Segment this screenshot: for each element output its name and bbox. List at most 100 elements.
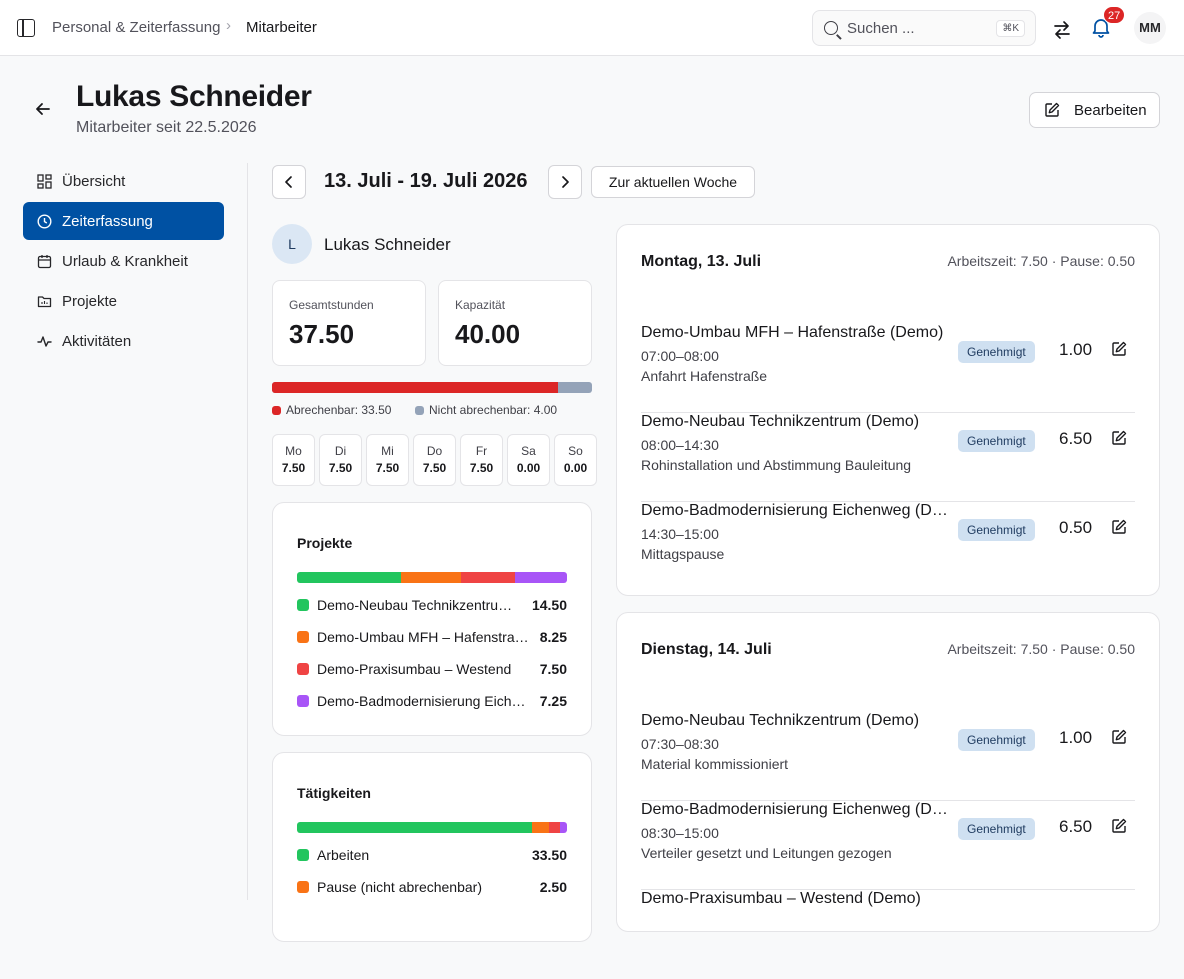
project-hours: 8.25 bbox=[539, 629, 567, 645]
back-arrow-icon[interactable] bbox=[32, 98, 54, 120]
entry-hours: 6.50 bbox=[1059, 429, 1093, 448]
billable-segment bbox=[272, 382, 558, 393]
billable-bar bbox=[272, 382, 592, 393]
day-card-monday: Montag, 13. Juli Arbeitszeit: 7.50 · Pau… bbox=[616, 224, 1160, 596]
status-badge: Genehmigt bbox=[958, 818, 1035, 840]
activity-hours: 33.50 bbox=[531, 847, 567, 863]
entry-time: 14:30–15:00 bbox=[641, 526, 719, 542]
entry-description: Mittagspause bbox=[641, 546, 725, 562]
day-card-summary: Arbeitszeit: 7.50 · Pause: 0.50 bbox=[947, 253, 1135, 269]
project-row: Demo-Neubau Technikzentrum (Demo)14.50 bbox=[297, 597, 567, 613]
day-card-title: Montag, 13. Juli bbox=[641, 253, 762, 270]
chevron-left-icon bbox=[285, 176, 292, 188]
search-icon bbox=[824, 21, 838, 35]
day-hours: 0.00 bbox=[563, 461, 588, 475]
billable-label: Abrechenbar: 33.50 bbox=[286, 403, 392, 417]
project-hours: 7.50 bbox=[539, 661, 567, 677]
activity-hours: 2.50 bbox=[539, 879, 567, 895]
project-name: Demo-Praxisumbau – Westend bbox=[317, 661, 512, 677]
week-range-title: 13. Juli - 19. Juli 2026 bbox=[324, 170, 528, 192]
day-tile[interactable]: Mo 7.50 bbox=[272, 434, 315, 486]
project-color-dot bbox=[297, 695, 309, 707]
day-tile[interactable]: Sa 0.00 bbox=[507, 434, 550, 486]
nav-item-activities[interactable]: Aktivitäten bbox=[23, 322, 224, 360]
status-badge: Genehmigt bbox=[958, 430, 1035, 452]
day-name: Fr bbox=[475, 444, 488, 458]
entry-time: 07:30–08:30 bbox=[641, 736, 719, 752]
project-color-dot bbox=[297, 663, 309, 675]
entry-description: Material kommissioniert bbox=[641, 756, 789, 772]
daily-hours-row: Mo 7.50 Di 7.50 Mi 7.50 Do 7.50 Fr 7.50 Sa 0.0… bbox=[272, 434, 597, 486]
edit-icon[interactable] bbox=[1111, 341, 1127, 357]
time-entry[interactable]: Demo-Neubau Technikzentrum (Demo) 08:00–… bbox=[641, 413, 1135, 502]
search-placeholder: Suchen ... bbox=[847, 20, 915, 37]
day-hours: 7.50 bbox=[328, 461, 353, 475]
edit-button-label: Bearbeiten bbox=[1074, 101, 1147, 119]
nav-item-overview[interactable]: Übersicht bbox=[23, 162, 224, 200]
project-color-dot bbox=[297, 599, 309, 611]
page-subtitle: Mitarbeiter seit 22.5.2026 bbox=[76, 119, 257, 136]
nav-item-label: Aktivitäten bbox=[62, 332, 132, 350]
total-hours-card: Gesamtstunden 37.50 bbox=[272, 280, 426, 366]
time-entry[interactable]: Demo-Praxisumbau – Westend (Demo) bbox=[641, 890, 1135, 979]
activity-segment bbox=[531, 822, 550, 833]
breadcrumb-parent[interactable]: Personal & Zeiterfassung bbox=[52, 19, 221, 36]
activity-color-dot bbox=[297, 881, 309, 893]
notification-count-badge: 27 bbox=[1103, 6, 1126, 24]
day-tile[interactable]: So 0.00 bbox=[554, 434, 597, 486]
entry-time: 07:00–08:00 bbox=[641, 348, 719, 364]
edit-icon[interactable] bbox=[1111, 519, 1127, 535]
current-week-button[interactable]: Zur aktuellen Woche bbox=[591, 166, 755, 198]
day-tile[interactable]: Fr 7.50 bbox=[460, 434, 503, 486]
day-name: Mo bbox=[285, 444, 302, 458]
capacity-label: Kapazität bbox=[455, 298, 506, 312]
user-avatar[interactable]: MM bbox=[1134, 12, 1166, 44]
previous-week-button[interactable] bbox=[272, 165, 306, 199]
day-tile[interactable]: Di 7.50 bbox=[319, 434, 362, 486]
next-week-button[interactable] bbox=[548, 165, 582, 199]
project-segment bbox=[514, 572, 567, 583]
time-entry[interactable]: Demo-Badmodernisierung Eichenweg (Demo) … bbox=[641, 502, 1135, 591]
breadcrumb-current: Mitarbeiter bbox=[246, 19, 317, 36]
activity-color-dot bbox=[297, 849, 309, 861]
nav-item-label: Zeiterfassung bbox=[62, 212, 153, 230]
switch-icon[interactable] bbox=[1052, 18, 1072, 42]
divider bbox=[247, 163, 248, 900]
activity-name: Pause (nicht abrechenbar) bbox=[317, 879, 482, 895]
calendar-icon bbox=[37, 254, 52, 268]
search-shortcut: ⌘K bbox=[996, 20, 1025, 37]
nav-item-vacation[interactable]: Urlaub & Krankheit bbox=[23, 242, 224, 280]
page-title: Lukas Schneider bbox=[76, 80, 312, 113]
edit-button[interactable]: Bearbeiten bbox=[1029, 92, 1160, 128]
edit-icon[interactable] bbox=[1111, 818, 1127, 834]
day-name: So bbox=[568, 444, 583, 458]
activities-bar bbox=[297, 822, 567, 833]
project-name: Demo-Badmodernisierung Eichenweg (Demo) bbox=[317, 693, 540, 709]
edit-icon[interactable] bbox=[1111, 729, 1127, 745]
day-hours: 7.50 bbox=[469, 461, 494, 475]
search-input[interactable]: Suchen ... ⌘K bbox=[812, 10, 1036, 46]
status-badge: Genehmigt bbox=[958, 341, 1035, 363]
time-entry[interactable]: Demo-Umbau MFH – Hafenstraße (Demo) 07:0… bbox=[641, 324, 1135, 413]
edit-icon[interactable] bbox=[1111, 430, 1127, 446]
project-segment bbox=[297, 572, 402, 583]
day-tile[interactable]: Do 7.50 bbox=[413, 434, 456, 486]
day-hours: 0.00 bbox=[516, 461, 541, 475]
activity-icon bbox=[37, 335, 52, 347]
day-hours: 7.50 bbox=[281, 461, 306, 475]
bell-icon[interactable] bbox=[1090, 16, 1112, 38]
project-name: Demo-Neubau Technikzentrum (Demo) bbox=[317, 597, 532, 613]
time-entry[interactable]: Demo-Badmodernisierung Eichenweg (Demo) … bbox=[641, 801, 1135, 890]
project-segment bbox=[460, 572, 515, 583]
day-tile[interactable]: Mi 7.50 bbox=[366, 434, 409, 486]
day-name: Sa bbox=[521, 444, 536, 458]
nav-item-time-tracking[interactable]: Zeiterfassung bbox=[23, 202, 224, 240]
sidebar-toggle-icon[interactable] bbox=[17, 19, 35, 37]
day-name: Do bbox=[426, 444, 443, 458]
nav-item-label: Projekte bbox=[62, 292, 118, 310]
entry-project: Demo-Umbau MFH – Hafenstraße (Demo) bbox=[641, 324, 944, 341]
time-entry[interactable]: Demo-Neubau Technikzentrum (Demo) 07:30–… bbox=[641, 712, 1135, 801]
nav-item-projects[interactable]: Projekte bbox=[23, 282, 224, 320]
activity-segment bbox=[559, 822, 567, 833]
projects-bar bbox=[297, 572, 567, 583]
